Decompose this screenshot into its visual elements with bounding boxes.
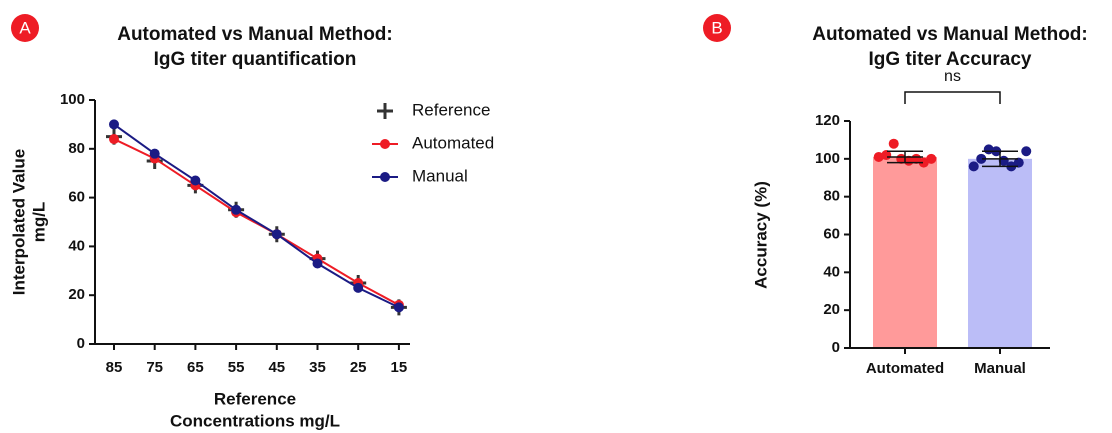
x-tick-label: 75	[146, 359, 163, 376]
significance-label: ns	[944, 68, 961, 85]
series-line	[113, 123, 400, 309]
y-tick-label: 20	[823, 301, 840, 318]
panel-label: A	[19, 18, 31, 37]
x-tick-label: 35	[309, 359, 326, 376]
significance-bracket	[904, 91, 1001, 104]
data-point	[109, 119, 119, 130]
x-tick-label: 15	[391, 359, 408, 376]
x-tick-label: Manual	[974, 360, 1026, 377]
data-point	[312, 258, 323, 269]
legend-label: Reference	[412, 100, 490, 119]
y-tick-label: 120	[815, 112, 840, 129]
data-point	[190, 175, 201, 186]
data-point	[873, 151, 884, 162]
chart-title: Automated vs Manual Method:	[812, 24, 1088, 45]
x-tick-label: 65	[187, 359, 204, 376]
data-point	[271, 229, 282, 240]
data-point	[926, 153, 937, 164]
y-axis-label: mg/L	[29, 202, 48, 243]
y-axis-label: Interpolated Value	[9, 149, 28, 295]
x-tick-label: 55	[228, 359, 245, 376]
x-tick-label: Automated	[866, 360, 944, 377]
data-point	[231, 204, 242, 215]
x-axis-label: Reference	[214, 389, 296, 408]
data-point	[1021, 146, 1032, 157]
series-line	[113, 138, 400, 306]
data-point	[393, 302, 404, 313]
chart-title: IgG titer Accuracy	[869, 49, 1032, 70]
data-point	[149, 148, 160, 159]
y-tick-label: 40	[68, 237, 85, 254]
y-tick-label: 40	[823, 263, 840, 280]
x-tick-label: 85	[106, 359, 123, 376]
legend-marker	[380, 139, 390, 149]
y-tick-label: 100	[815, 150, 840, 167]
y-tick-label: 80	[68, 140, 85, 157]
x-tick-label: 45	[268, 359, 285, 376]
chart-title: IgG titer quantification	[154, 49, 357, 70]
error-bar	[982, 150, 1018, 168]
error-bar	[887, 150, 923, 164]
data-point	[976, 153, 987, 164]
y-tick-label: 60	[68, 189, 85, 206]
data-point	[888, 138, 899, 149]
y-tick-label: 20	[68, 286, 85, 303]
x-axis-label: Concentrations mg/L	[170, 411, 340, 430]
data-point	[968, 161, 979, 172]
y-tick-label: 0	[832, 339, 840, 356]
data-point	[918, 157, 929, 168]
bar	[873, 156, 937, 348]
data-point	[1013, 157, 1024, 168]
panel-label: B	[711, 18, 722, 37]
y-tick-label: 100	[60, 91, 85, 108]
x-tick-label: 25	[350, 359, 367, 376]
chart-title: Automated vs Manual Method:	[117, 24, 393, 45]
panel-badge	[703, 14, 731, 42]
y-tick-label: 80	[823, 188, 840, 205]
legend-label: Manual	[412, 166, 468, 185]
bar	[968, 158, 1032, 348]
legend-marker	[380, 172, 390, 182]
y-tick-label: 0	[77, 335, 85, 352]
data-point	[353, 282, 364, 293]
y-axis-label: Accuracy (%)	[751, 181, 770, 289]
data-point	[109, 134, 119, 145]
panel-badge	[11, 14, 39, 42]
legend-label: Automated	[412, 133, 494, 152]
legend-marker	[377, 103, 393, 119]
y-tick-label: 60	[823, 225, 840, 242]
